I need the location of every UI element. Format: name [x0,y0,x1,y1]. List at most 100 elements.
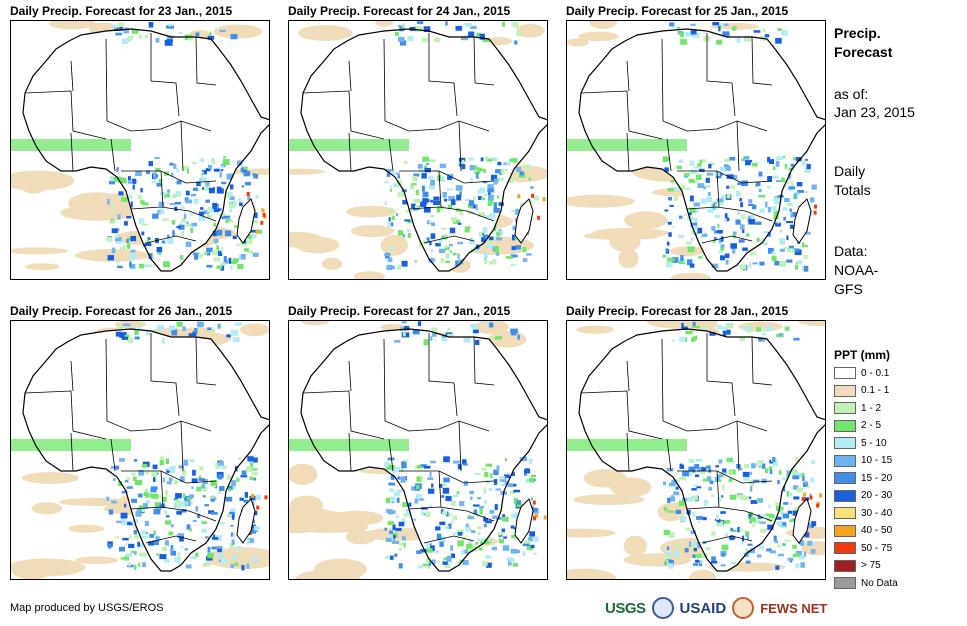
legend-label: 1 - 2 [861,402,882,414]
rain-cell [752,262,758,265]
country-border [438,170,442,208]
rain-cell [443,477,450,483]
rain-cell [231,514,235,520]
rain-cell [469,177,473,184]
rain-cell [489,322,494,328]
rain-cell [697,183,705,188]
country-border [348,432,352,472]
rain-cell [211,512,218,515]
light-rain-patch [375,21,393,27]
rain-cell [732,248,736,254]
rain-cell [701,467,707,471]
rain-cell [735,219,741,225]
rain-cell [676,165,682,169]
rain-cell [711,203,714,208]
rain-cell [499,539,504,544]
rain-cell [488,536,492,542]
heavy-rain-cell [251,493,255,498]
forecast-map-1 [10,20,270,280]
rain-cell [130,256,135,260]
rain-cell [693,202,700,207]
rain-cell [725,165,731,171]
rain-cell [775,161,780,167]
rain-cell [398,542,404,546]
rain-cell [738,239,745,243]
rain-cell [492,259,497,265]
rain-cell [667,221,672,225]
rain-cell [124,221,128,226]
rain-cell [223,256,227,262]
rain-cell [502,21,505,27]
light-rain-patch [589,21,617,29]
rain-cell [457,253,460,259]
rain-cell [748,203,754,206]
rain-cell [711,494,715,498]
rain-cell [121,518,127,525]
rain-cell [444,245,448,248]
rain-cell [177,562,181,565]
rain-cell [201,521,207,524]
rain-cell [782,485,786,492]
rain-cell [216,545,223,550]
rain-cell [726,217,730,222]
rain-cell [124,503,127,508]
rain-band [289,139,409,151]
rain-cell [201,536,204,539]
rain-cell [700,198,707,204]
rain-cell [747,496,752,499]
rain-cell [209,31,212,36]
rain-cell [183,213,187,219]
rain-cell [397,264,402,270]
rain-cell [690,23,696,26]
rain-cell [767,156,771,163]
country-border [751,36,773,86]
heavy-rain-cell [813,210,817,215]
rain-cell [748,323,752,329]
legend-label: 40 - 50 [861,525,893,536]
rain-cell [736,494,744,498]
rain-cell [175,493,182,499]
rain-cell [500,483,507,487]
rain-cell [190,556,197,560]
rain-cell [138,264,145,269]
rain-cell [476,526,482,530]
rain-cell [673,550,677,553]
rain-cell [226,173,232,180]
legend-label: 50 - 75 [861,542,893,554]
rain-cell [740,467,743,471]
rain-cell [531,513,536,517]
rain-cell [749,521,752,524]
rain-cell [201,171,204,174]
country-border [70,60,74,92]
rain-cell [204,185,210,191]
rain-band [567,139,687,151]
rain-cell [174,556,181,563]
rain-cell [439,541,444,547]
rain-cell [173,480,179,485]
rain-cell [724,23,729,26]
country-border [423,235,475,244]
rain-cell [782,477,789,481]
rain-cell [801,161,806,166]
rain-cell [400,479,406,483]
rain-cell [417,465,422,469]
rain-cell [185,224,192,227]
rain-cell [804,190,808,194]
rain-cell [701,553,708,559]
rain-cell [751,163,758,167]
rain-cell [692,495,698,501]
rain-cell [779,510,784,515]
rain-cell [457,241,464,245]
rain-cell [475,167,481,170]
country-border [130,120,212,132]
rain-cell [138,562,141,567]
rain-cell [783,247,789,250]
rain-cell [452,515,457,520]
rain-cell [398,548,402,551]
rain-cell [473,509,478,515]
rain-cell [429,504,433,507]
rain-cell [507,483,514,488]
rain-cell [436,206,441,213]
rain-cell [151,471,158,477]
rain-cell [742,247,748,251]
